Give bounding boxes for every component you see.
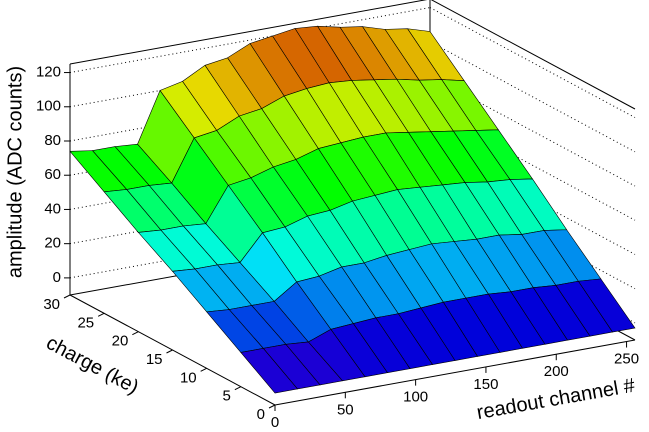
x-tick-label: 100 — [403, 389, 428, 406]
grid-line — [429, 41, 636, 153]
x-axis-title: readout channel # — [475, 374, 637, 424]
x-tick-label: 200 — [544, 363, 569, 380]
x-tick-label: 50 — [337, 401, 354, 418]
grid-line — [429, 7, 636, 118]
y-tick-label: 0 — [257, 406, 265, 423]
grid-line — [429, 109, 636, 221]
y-tick — [63, 294, 71, 299]
z-tick-label: 40 — [44, 200, 61, 217]
box-edge — [69, 0, 428, 65]
z-tick-label: 0 — [53, 269, 61, 286]
y-tick — [97, 312, 105, 317]
z-tick-label: 20 — [44, 235, 61, 252]
y-tick-label: 10 — [180, 369, 197, 386]
y-tick-label: 30 — [43, 296, 60, 313]
grid-line — [69, 7, 431, 74]
x-axis — [274, 339, 636, 406]
y-tick-label: 20 — [112, 333, 129, 350]
y-tick-label: 15 — [146, 351, 163, 368]
y-tick — [132, 331, 139, 336]
y-tick — [166, 349, 173, 354]
x-tick-label: 250 — [614, 350, 639, 367]
z-tick-label: 60 — [44, 166, 61, 183]
box-edge — [430, 0, 636, 110]
z-tick-label: 100 — [36, 98, 61, 115]
y-tick — [268, 404, 276, 409]
surface-cell — [240, 348, 299, 394]
z-axis-title: amplitude (ADC counts) — [4, 66, 26, 278]
y-tick — [234, 386, 242, 391]
y-tick-label: 5 — [222, 388, 230, 405]
z-tick-label: 80 — [44, 132, 61, 149]
z-tick-label: 120 — [36, 64, 61, 81]
y-tick — [200, 367, 207, 372]
x-tick-label: 150 — [473, 376, 498, 393]
y-tick-label: 25 — [77, 314, 94, 331]
grid-line — [429, 75, 636, 187]
x-tick-label: 0 — [271, 414, 279, 431]
